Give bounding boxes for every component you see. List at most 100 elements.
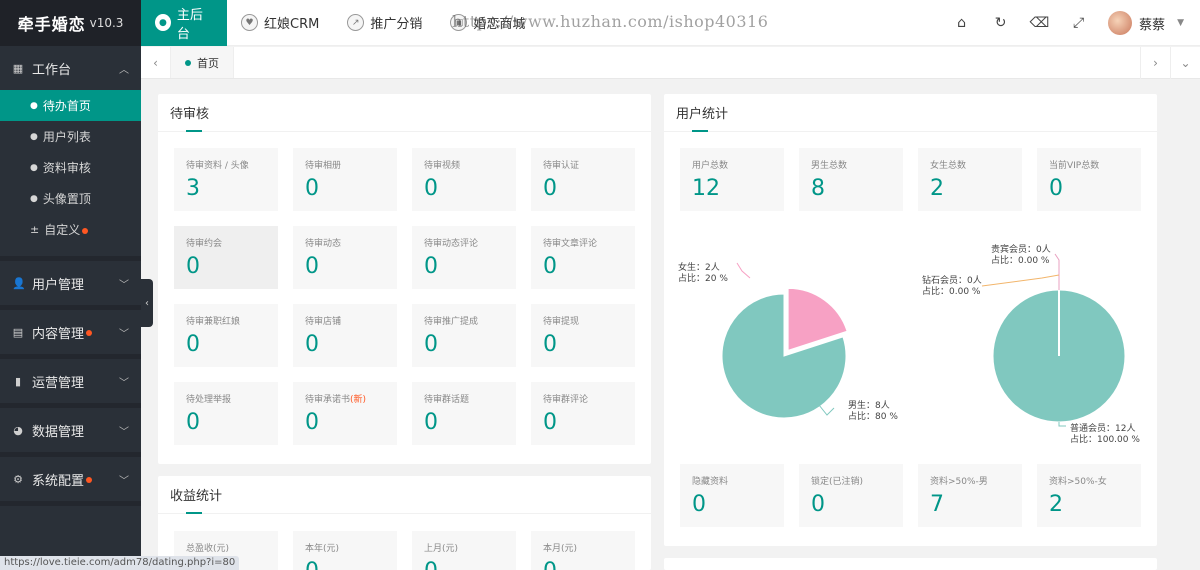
pie-slice-女生[interactable]	[787, 287, 848, 352]
sidebar-item-user-list[interactable]: ● 用户列表	[0, 121, 141, 152]
label-line2: 占比：80 %	[848, 412, 898, 422]
clear-cache-icon[interactable]: ⌫	[1029, 15, 1050, 31]
stat-label: 待审承诺书(新)	[305, 392, 385, 405]
status-url: https://love.tieie.com/adm78/dating.php?…	[0, 556, 240, 570]
sidebar-item-label: 自定义	[44, 223, 81, 237]
nav-workbench-label: 工作台	[32, 62, 72, 78]
stat-label: 待审资料 / 头像	[186, 161, 249, 171]
nav-operations-management[interactable]: ▮ 运营管理 ﹀	[0, 359, 141, 403]
user-pie-charts	[721, 253, 1126, 427]
stat-last-month-income[interactable]: 上月(元) 0	[412, 531, 516, 570]
nav-group-user: 👤 用户管理 ﹀	[0, 261, 141, 305]
pie2-label-normal: 普通会员：12人 占比：100.00 %	[1070, 424, 1140, 446]
stat-label: 本年(元)	[305, 544, 340, 554]
stat-complete-female[interactable]: 资料>50%-女 2	[1037, 464, 1141, 527]
fullscreen-icon[interactable]: ⤢	[1072, 15, 1085, 31]
label-line2: 占比：0.00 %	[922, 287, 981, 297]
bullet-icon: ●	[30, 100, 38, 111]
sidebar-item-todo-home[interactable]: ● 待办首页	[0, 90, 141, 121]
content-icon: ▤	[12, 325, 24, 339]
stat-label: 待审群话题	[424, 395, 470, 405]
sidebar-item-avatar-top[interactable]: ● 头像置顶	[0, 183, 141, 214]
stat-pending-group-topics[interactable]: 待审群话题 0	[412, 382, 516, 445]
stat-value: 0	[543, 410, 557, 435]
stat-value: 0	[543, 254, 557, 279]
sidebar-collapse-button[interactable]: ‹	[141, 279, 153, 327]
user-name: 蔡蔡	[1139, 17, 1166, 33]
stat-label: 待审群评论	[543, 395, 589, 405]
home-icon[interactable]: ⌂	[957, 15, 966, 31]
stat-value: 0	[424, 560, 504, 570]
sidebar-item-profile-review[interactable]: ● 资料审核	[0, 152, 141, 183]
stat-value: 0	[692, 492, 706, 517]
stat-label: 待审兼职红娘	[186, 317, 241, 327]
stat-pending-shop[interactable]: 待审店铺 0	[293, 304, 397, 367]
stat-total-vip[interactable]: 当前VIP总数 0	[1037, 148, 1141, 211]
nav-content-management[interactable]: ▤ 内容管理 ﹀	[0, 310, 141, 354]
stat-label: 本月(元)	[543, 544, 578, 554]
stat-pending-reports[interactable]: 待处理举报 0	[174, 382, 278, 445]
refresh-icon[interactable]: ↻	[994, 15, 1007, 31]
divider	[0, 403, 141, 408]
stat-label: 锁定(已注销)	[811, 477, 864, 487]
nav-label: 用户管理	[32, 277, 85, 293]
tab-label: 主后台	[176, 7, 203, 42]
stat-total-female[interactable]: 女生总数 2	[918, 148, 1022, 211]
tab-promotion[interactable]: ↗ 推广分销	[333, 0, 436, 46]
stat-pending-moment-comments[interactable]: 待审动态评论 0	[412, 226, 516, 289]
pie2-label-diamond: 钻石会员：0人 占比：0.00 %	[922, 276, 982, 298]
stat-value: 0	[186, 332, 200, 357]
stat-pending-certification[interactable]: 待审认证 0	[531, 148, 635, 211]
title-underline	[186, 130, 202, 132]
tabs-menu-button[interactable]: ⌄	[1170, 47, 1200, 79]
divider	[0, 305, 141, 310]
nav-label: 数据管理	[32, 424, 85, 440]
stat-pending-withdraw[interactable]: 待审提现 0	[531, 304, 635, 367]
user-menu[interactable]: 蔡蔡 ▼	[1108, 11, 1184, 35]
stat-pending-commission[interactable]: 待审推广提成 0	[412, 304, 516, 367]
stat-locked-accounts[interactable]: 锁定(已注销) 0	[799, 464, 903, 527]
stat-year-income[interactable]: 本年(元) 0	[293, 531, 397, 570]
pie1-label-female: 女生：2人 占比：20 %	[678, 263, 728, 285]
tab-matchmaker-crm[interactable]: ♥ 红娘CRM	[227, 0, 333, 46]
stat-pending-article-comments[interactable]: 待审文章评论 0	[531, 226, 635, 289]
stat-pending-group-comments[interactable]: 待审群评论 0	[531, 382, 635, 445]
stat-pending-parttime-matchmaker[interactable]: 待审兼职红娘 0	[174, 304, 278, 367]
stat-pending-moments[interactable]: 待审动态 0	[293, 226, 397, 289]
stat-pending-album[interactable]: 待审相册 0	[293, 148, 397, 211]
stat-complete-male[interactable]: 资料>50%-男 7	[918, 464, 1022, 527]
nav-workbench[interactable]: ▦ 工作台 ︿	[0, 46, 141, 90]
label-line2: 占比：20 %	[678, 274, 728, 284]
nav-label: 系统配置	[32, 473, 85, 489]
stat-pending-dating[interactable]: 待审约会 0	[174, 226, 278, 289]
stat-label: 待审店铺	[305, 317, 342, 327]
stat-total-users[interactable]: 用户总数 12	[680, 148, 784, 211]
stat-month-income[interactable]: 本月(元) 0	[531, 531, 635, 570]
sidebar-item-custom[interactable]: ± 自定义	[0, 214, 141, 245]
new-badge: (新)	[350, 395, 367, 405]
tabs-scroll-left-button[interactable]: ‹	[141, 47, 171, 78]
stat-hidden-profiles[interactable]: 隐藏资料 0	[680, 464, 784, 527]
nav-data-management[interactable]: ◕ 数据管理 ﹀	[0, 408, 141, 452]
stat-pending-pledge[interactable]: 待审承诺书(新) 0	[293, 382, 397, 445]
stat-label: 待审相册	[305, 161, 342, 171]
stat-pending-profile[interactable]: 待审资料 / 头像 3	[174, 148, 278, 211]
divider	[0, 354, 141, 359]
label-line2: 占比：0.00 %	[991, 256, 1050, 266]
stat-pending-video[interactable]: 待审视频 0	[412, 148, 516, 211]
chevron-up-icon: ︿	[119, 64, 129, 76]
tab-mall[interactable]: ▣ 婚恋商城	[436, 0, 539, 46]
stat-total-male[interactable]: 男生总数 8	[799, 148, 903, 211]
divider	[0, 256, 141, 261]
page-tab-home[interactable]: 首页	[171, 47, 234, 78]
tabstrip-actions: › ⌄	[1140, 47, 1200, 79]
tabs-scroll-right-button[interactable]: ›	[1140, 47, 1170, 79]
app-logo[interactable]: 牵手婚恋 v10.3	[0, 0, 141, 46]
stat-label: 待审文章评论	[543, 239, 598, 249]
leader-guest	[1054, 253, 1060, 290]
card-header: 收益统计	[158, 476, 651, 514]
pie-slice-男生[interactable]	[721, 293, 847, 419]
tab-main-backend[interactable]: ● 主后台	[141, 0, 227, 46]
nav-system-config[interactable]: ⚙ 系统配置 ﹀	[0, 457, 141, 501]
nav-user-management[interactable]: 👤 用户管理 ﹀	[0, 261, 141, 305]
